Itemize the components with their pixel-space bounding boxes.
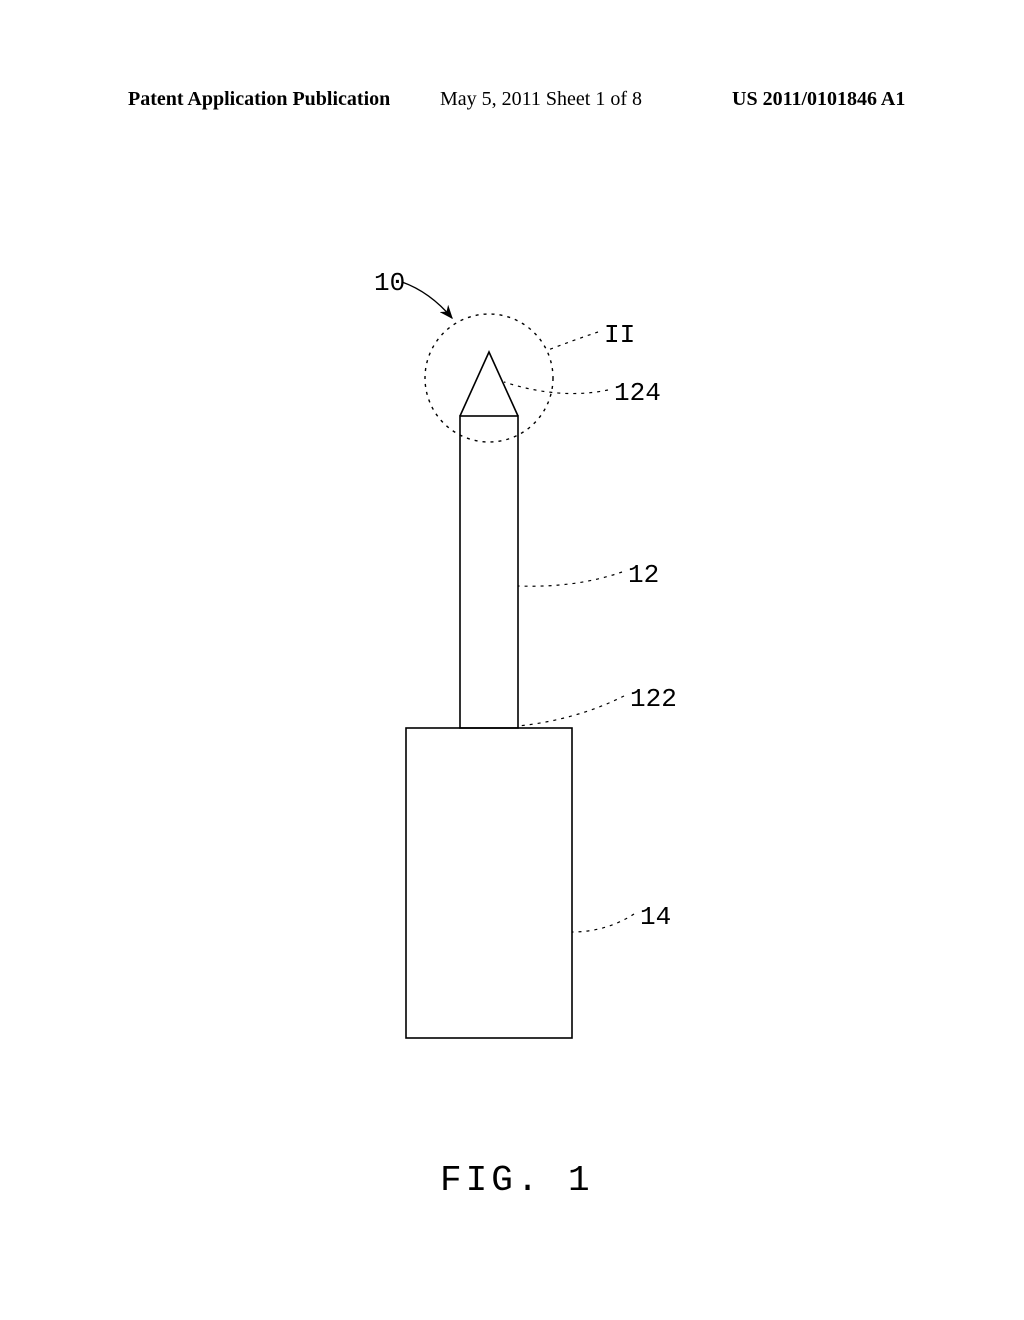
label-10: 10 [374,268,405,298]
figure-1: 10 II 124 12 122 14 [0,120,1024,1120]
header-left: Patent Application Publication [128,88,390,111]
leader-II [548,332,598,350]
detail-circle [425,314,553,442]
page-header: Patent Application Publication May 5, 20… [0,0,1024,120]
figure-caption: FIG. 1 [440,1160,594,1201]
label-12: 12 [628,560,659,590]
shaft-rect [460,416,518,728]
header-right: US 2011/0101846 A1 [732,88,905,111]
leader-124 [504,382,608,394]
figure-svg [0,120,1024,1120]
header-center: May 5, 2011 Sheet 1 of 8 [440,88,642,111]
tip-triangle [460,352,518,416]
label-II: II [604,320,635,350]
leader-122 [518,696,624,726]
label-14: 14 [640,902,671,932]
base-rect [406,728,572,1038]
leader-10 [402,282,452,318]
label-124: 124 [614,378,661,408]
leader-12 [518,572,622,586]
page: Patent Application Publication May 5, 20… [0,0,1024,1320]
label-122: 122 [630,684,677,714]
leader-14 [572,914,634,932]
